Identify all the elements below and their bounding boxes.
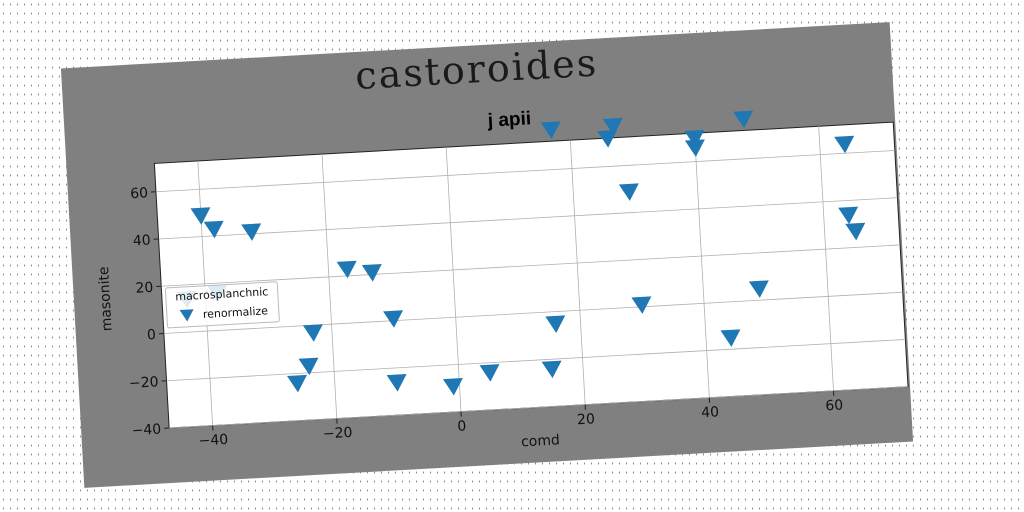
data-point-22 xyxy=(684,139,705,157)
x-tick-label: 20 xyxy=(577,411,596,428)
data-point-20 xyxy=(631,296,652,314)
scatter-chart: j apii −40 −20 0 20 40 60 −40 −20 0 20 40 60 comd m… xyxy=(96,108,909,450)
data-point-13 xyxy=(479,364,500,382)
legend-label-renormalize: renormalize xyxy=(203,304,269,321)
y-tick-label: 60 xyxy=(130,185,149,202)
data-point-0 xyxy=(190,207,211,225)
x-grid-line xyxy=(569,140,586,405)
data-point-11 xyxy=(386,374,407,392)
y-tick-label: 0 xyxy=(147,327,157,343)
x-grid-line xyxy=(445,147,462,412)
data-point-12 xyxy=(442,378,463,396)
x-grid-line xyxy=(818,126,834,391)
x-axis-label: comd xyxy=(521,432,561,450)
data-point-6 xyxy=(361,264,382,282)
data-point-10 xyxy=(383,310,404,328)
x-grid-line xyxy=(321,154,338,419)
data-point-2 xyxy=(241,223,262,241)
data-point-1 xyxy=(203,220,224,239)
x-tick-label: −40 xyxy=(198,432,228,450)
x-tick-label: 0 xyxy=(457,418,467,434)
data-point-8 xyxy=(298,357,319,376)
y-grid-line xyxy=(163,291,903,334)
data-point-9 xyxy=(287,374,307,393)
data-point-5 xyxy=(336,260,357,279)
data-point-25 xyxy=(748,280,769,298)
grid-lines xyxy=(155,126,909,429)
data-point-23 xyxy=(720,329,741,347)
y-grid-line xyxy=(169,386,909,429)
y-tick-label: 20 xyxy=(135,280,154,297)
legend-marker xyxy=(179,309,194,322)
data-point-24 xyxy=(733,110,754,129)
data-point-21 xyxy=(684,129,705,148)
y-axis-label: masonite xyxy=(96,266,116,332)
y-grid-line xyxy=(161,244,901,287)
axis-ticks: −40 −20 0 20 40 60 −40 −20 0 20 40 60 xyxy=(129,185,844,450)
data-point-17 xyxy=(597,130,618,148)
plot-area xyxy=(153,121,909,429)
data-point-28 xyxy=(845,222,866,241)
data-point-19 xyxy=(618,183,639,201)
figure-canvas: castoroides j apii −40 −20 0 20 40 60 −40 −20 0 2… xyxy=(60,22,914,488)
x-tick-label: 40 xyxy=(701,404,720,421)
data-point-14 xyxy=(541,360,562,379)
y-tick-label: −40 xyxy=(131,421,161,439)
x-tick-label: 60 xyxy=(825,397,844,414)
x-tick-label: −20 xyxy=(322,425,352,443)
data-point-27 xyxy=(838,206,859,225)
data-point-26 xyxy=(834,135,855,154)
legend-box xyxy=(164,281,280,329)
chart-title: j apii xyxy=(486,108,531,131)
y-grid-line xyxy=(155,150,895,193)
data-point-7 xyxy=(302,324,323,342)
data-point-16 xyxy=(540,121,561,139)
legend: macrosplanchnic renormalize xyxy=(164,281,280,329)
y-grid-line xyxy=(158,197,898,240)
y-grid-line xyxy=(166,339,906,382)
legend-title: macrosplanchnic xyxy=(175,285,269,303)
y-tick-label: −20 xyxy=(129,374,159,392)
data-point-15 xyxy=(545,315,566,333)
data-point-18 xyxy=(602,117,623,136)
x-grid-line xyxy=(694,133,710,398)
y-tick-label: 40 xyxy=(132,232,151,249)
